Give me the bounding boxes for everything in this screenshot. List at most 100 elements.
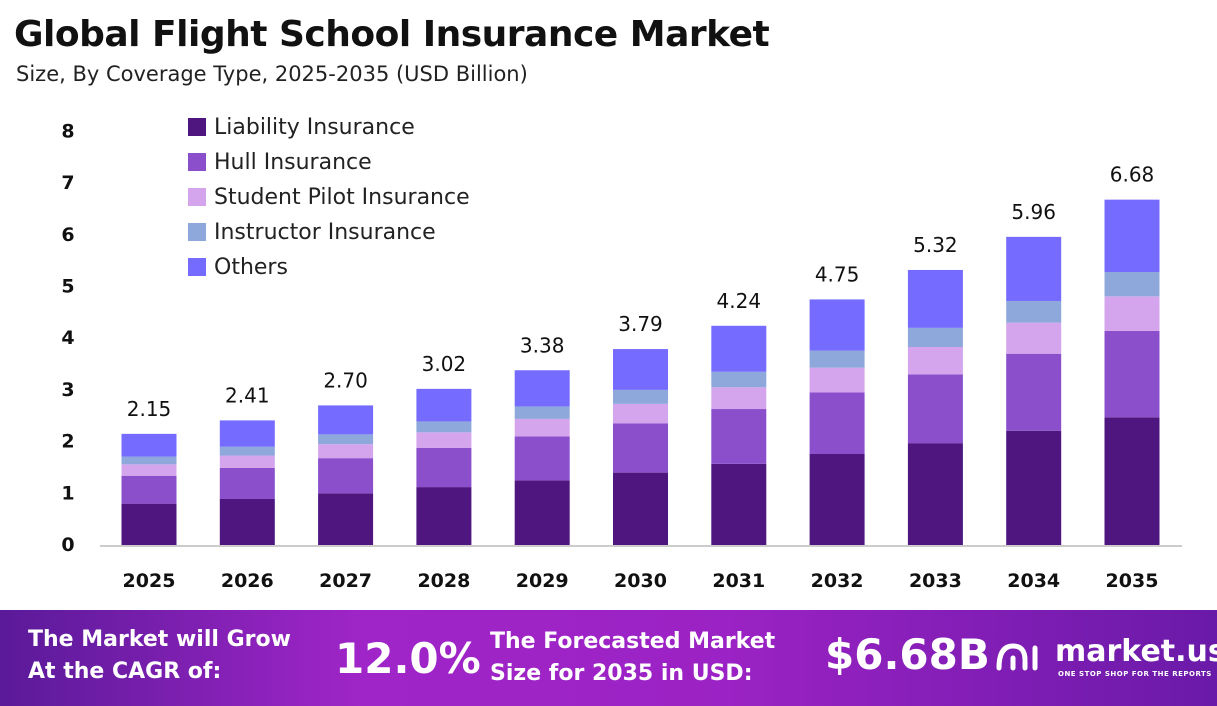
bar-segment-liability-insurance: [416, 487, 472, 545]
bar-segment-instructor-insurance: [809, 350, 865, 368]
bar-segment-liability-insurance: [514, 480, 570, 545]
y-tick-label: 4: [61, 327, 74, 349]
x-tick-label: 2033: [909, 570, 962, 592]
bar-segment-instructor-insurance: [318, 434, 374, 445]
bar-segment-hull-insurance: [318, 458, 374, 494]
x-tick-label: 2034: [1007, 570, 1060, 592]
bar-segment-liability-insurance: [121, 503, 177, 545]
bar-segment-others: [121, 433, 177, 457]
bar-segment-student-pilot-insurance: [219, 455, 275, 468]
bar-segment-instructor-insurance: [907, 327, 963, 347]
y-tick-label: 6: [61, 224, 74, 246]
legend-swatch: [188, 188, 206, 206]
chart-subtitle: Size, By Coverage Type, 2025-2035 (USD B…: [16, 62, 528, 86]
x-tick-label: 2032: [811, 570, 864, 592]
legend-label: Hull Insurance: [214, 150, 372, 175]
bar-segment-hull-insurance: [613, 423, 668, 473]
bar-segment-others: [416, 388, 472, 422]
legend-label: Others: [214, 255, 288, 280]
x-tick-label: 2025: [123, 570, 176, 592]
bar-segment-student-pilot-insurance: [318, 444, 374, 459]
y-tick-label: 5: [61, 276, 74, 298]
legend-label: Student Pilot Insurance: [214, 185, 470, 210]
footer-banner: The Market will Grow At the CAGR of: 12.0…: [0, 610, 1217, 706]
x-tick-label: 2027: [319, 570, 372, 592]
legend-swatch: [188, 258, 206, 276]
market-us-logo-icon: [996, 643, 1038, 671]
bar-segment-others: [1006, 236, 1062, 301]
total-label: 3.02: [422, 352, 467, 376]
y-tick-label: 7: [61, 172, 74, 194]
total-label: 5.32: [913, 233, 958, 257]
total-label: 2.41: [225, 383, 270, 407]
bar-segment-student-pilot-insurance: [1104, 296, 1160, 331]
bar-segment-student-pilot-insurance: [416, 432, 472, 448]
bar-segment-hull-insurance: [1104, 330, 1160, 418]
bar-segment-others: [613, 349, 668, 390]
bar-segment-others: [318, 405, 374, 435]
bar-segment-liability-insurance: [318, 493, 374, 545]
x-tick-label: 2028: [417, 570, 470, 592]
bar-segment-hull-insurance: [907, 374, 963, 444]
legend-swatch: [188, 223, 206, 241]
bar-segment-liability-insurance: [1104, 417, 1160, 545]
bar-segment-others: [711, 325, 767, 372]
total-label: 3.38: [520, 333, 565, 357]
bar-segment-student-pilot-insurance: [907, 346, 963, 375]
cagr-value: 12.0%: [335, 634, 481, 683]
bar-segment-others: [1104, 199, 1160, 273]
x-tick-label: 2030: [614, 570, 667, 592]
bar-segment-others: [514, 370, 570, 407]
y-tick-label: 0: [61, 534, 74, 556]
legend-label: Liability Insurance: [214, 115, 415, 140]
bar-segment-liability-insurance: [219, 498, 275, 545]
bar-segment-instructor-insurance: [1006, 300, 1062, 323]
chart-title: Global Flight School Insurance Market: [14, 14, 770, 55]
bar-segment-liability-insurance: [1006, 430, 1062, 545]
brand-tagline: ONE STOP SHOP FOR THE REPORTS: [1058, 670, 1212, 678]
bar-segment-liability-insurance: [711, 463, 767, 545]
bar-segment-instructor-insurance: [711, 371, 767, 388]
bar-segment-hull-insurance: [416, 447, 472, 488]
total-label: 3.79: [618, 312, 663, 336]
forecast-label: The Forecasted Market Size for 2035 in US…: [490, 626, 775, 690]
bar-segment-liability-insurance: [613, 472, 668, 545]
bar-segment-student-pilot-insurance: [1006, 322, 1062, 354]
legend-label: Instructor Insurance: [214, 220, 436, 245]
bar-segment-liability-insurance: [809, 454, 865, 545]
x-tick-label: 2031: [712, 570, 765, 592]
bar-segment-hull-insurance: [219, 467, 275, 499]
stacked-bar-chart: 0 1 2 3 4 5 6 7 8 2.15 2025 2.41 2026 2.70 2027 3.02 202…: [61, 115, 1182, 592]
total-label: 4.24: [717, 289, 762, 313]
bar-segment-student-pilot-insurance: [514, 418, 570, 437]
bar-segment-hull-insurance: [121, 475, 177, 504]
total-label: 5.96: [1011, 200, 1056, 224]
bar-segment-hull-insurance: [809, 392, 865, 455]
x-tick-label: 2029: [516, 570, 569, 592]
legend-swatch: [188, 118, 206, 136]
cagr-label-line2: At the CAGR of:: [28, 659, 222, 684]
bar-segment-liability-insurance: [907, 443, 963, 545]
forecast-label-line1: The Forecasted Market: [490, 629, 776, 654]
cagr-label-line1: The Market will Grow: [28, 627, 291, 652]
bar-segment-hull-insurance: [711, 409, 767, 464]
y-tick-label: 8: [61, 120, 74, 142]
cagr-label: The Market will Grow At the CAGR of:: [28, 624, 291, 688]
y-tick-label: 2: [61, 431, 74, 453]
total-label: 2.70: [323, 368, 368, 392]
x-tick-label: 2026: [221, 570, 274, 592]
bar-segment-instructor-insurance: [613, 389, 668, 404]
forecast-label-line2: Size for 2035 in USD:: [490, 661, 753, 686]
brand-name: market.us: [1055, 634, 1217, 669]
forecast-value: $6.68B: [825, 630, 990, 679]
x-tick-label: 2035: [1106, 570, 1159, 592]
y-tick-label: 1: [61, 482, 74, 504]
bar-segment-instructor-insurance: [219, 446, 275, 456]
bar-segment-instructor-insurance: [121, 456, 177, 465]
total-label: 6.68: [1110, 163, 1155, 187]
bar-segment-instructor-insurance: [416, 421, 472, 433]
bar-segment-others: [809, 299, 865, 351]
bar-segment-others: [907, 269, 963, 328]
bar-segment-hull-insurance: [1006, 353, 1062, 431]
bar-segment-student-pilot-insurance: [613, 403, 668, 424]
